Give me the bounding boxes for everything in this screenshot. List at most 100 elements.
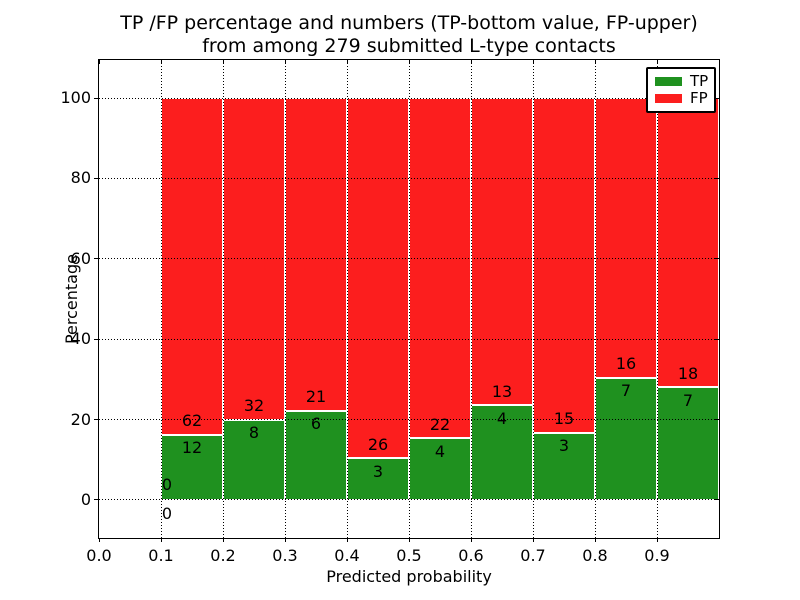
y-gridline (99, 499, 719, 501)
y-tick-label: 100 (60, 88, 91, 108)
x-gridline (532, 60, 534, 538)
fp-count-label: 18 (677, 363, 699, 383)
fp-count-label: 0 (161, 475, 173, 495)
y-tick-mark (94, 97, 98, 99)
x-tick-mark (222, 538, 224, 542)
x-gridline (408, 60, 410, 538)
x-axis-label: Predicted probability (326, 567, 492, 586)
x-tick-label: 0.6 (458, 546, 484, 565)
x-gridline (346, 60, 348, 538)
x-tick-mark (346, 538, 348, 542)
legend: TP FP (646, 67, 716, 113)
tp-bar-segment (657, 387, 719, 500)
y-gridline (99, 419, 719, 420)
tp-bar-segment (595, 377, 657, 500)
tp-count-label: 3 (372, 461, 384, 481)
tp-bar-segment (471, 405, 533, 500)
tp-count-label: 4 (496, 408, 508, 428)
y-axis-label: Percentage (62, 254, 81, 345)
x-tick-mark (284, 538, 286, 542)
x-tick-mark-top (656, 60, 658, 64)
x-gridline (284, 60, 286, 538)
y-tick-mark-right (715, 419, 719, 420)
fp-count-label: 13 (491, 381, 513, 401)
y-tick-mark-right (715, 258, 719, 260)
fp-bar-segment (471, 98, 533, 406)
fp-bar-segment (657, 98, 719, 388)
y-gridline (99, 258, 719, 260)
fp-count-label: 22 (429, 414, 451, 434)
fp-bar-segment (161, 98, 223, 435)
x-gridline (594, 60, 596, 538)
x-tick-mark (160, 538, 162, 542)
x-gridline (470, 60, 472, 538)
x-tick-mark-top (594, 60, 596, 64)
tp-count-label: 3 (558, 436, 570, 456)
tp-count-label: 7 (620, 381, 632, 401)
fp-legend-label: FP (690, 89, 708, 108)
x-tick-mark-top (284, 60, 286, 64)
x-tick-label: 0.1 (148, 546, 174, 565)
fp-bar-segment (347, 98, 409, 459)
y-tick-mark (94, 499, 98, 501)
fp-legend-swatch (655, 94, 682, 104)
y-gridline (99, 97, 719, 99)
x-tick-mark-top (470, 60, 472, 64)
plot-area: 0 0 62 12 32 8 21 6 26 3 22 4 13 4 15 3 16 7 18 7 (98, 59, 720, 539)
x-tick-mark-top (408, 60, 410, 64)
y-tick-label: 40 (70, 329, 91, 349)
fp-count-label: 62 (181, 411, 203, 431)
x-tick-label: 0.8 (582, 546, 608, 565)
y-tick-mark (94, 338, 98, 340)
x-tick-mark (594, 538, 596, 542)
y-tick-mark (94, 258, 98, 260)
fp-count-label: 15 (553, 409, 575, 429)
tp-count-label: 12 (181, 438, 203, 458)
fp-count-label: 16 (615, 354, 637, 374)
x-gridline (222, 60, 224, 538)
x-tick-mark (470, 538, 472, 542)
tp-legend-label: TP (690, 71, 709, 90)
x-tick-mark (656, 538, 658, 542)
x-tick-mark-top (160, 60, 162, 64)
x-tick-mark (532, 538, 534, 542)
fp-bar-segment (595, 98, 657, 378)
x-tick-label: 0.2 (210, 546, 236, 565)
x-tick-label: 0.3 (272, 546, 298, 565)
fp-bar-segment (533, 98, 595, 433)
fp-bar-segment (409, 98, 471, 439)
x-tick-mark (408, 538, 410, 542)
y-tick-mark-right (715, 97, 719, 99)
fp-count-label: 21 (305, 387, 327, 407)
x-tick-mark-top (98, 60, 100, 64)
x-gridline (160, 60, 162, 538)
x-tick-mark-top (222, 60, 224, 64)
y-tick-mark-right (715, 177, 719, 179)
y-tick-mark-right (715, 338, 719, 340)
legend-entry-fp: FP (655, 89, 708, 108)
x-tick-label: 0.4 (334, 546, 360, 565)
y-tick-mark (94, 177, 98, 179)
x-tick-label: 0.9 (644, 546, 670, 565)
x-tick-mark (98, 538, 100, 542)
tp-count-label: 7 (682, 390, 694, 410)
legend-entry-tp: TP (655, 71, 709, 90)
y-tick-label: 80 (70, 168, 91, 188)
x-tick-label: 0.5 (396, 546, 422, 565)
y-gridline (99, 338, 719, 340)
plot-canvas: 0 0 62 12 32 8 21 6 26 3 22 4 13 4 15 3 16 7 18 7 (99, 60, 719, 538)
y-tick-mark (94, 419, 98, 420)
y-gridline (99, 177, 719, 179)
chart-title-line-1: TP /FP percentage and numbers (TP-bottom… (120, 12, 698, 34)
fp-count-label: 26 (367, 434, 389, 454)
tp-bar-segment (533, 432, 595, 500)
x-tick-mark-top (532, 60, 534, 64)
tp-legend-swatch (655, 76, 682, 86)
y-tick-label: 20 (70, 409, 91, 429)
chart-title-line-2: from among 279 submitted L-type contacts (202, 35, 616, 57)
tp-count-label: 0 (161, 504, 173, 524)
y-tick-label: 0 (80, 489, 91, 509)
x-gridline (656, 60, 658, 538)
tp-bar-segment (161, 434, 223, 500)
